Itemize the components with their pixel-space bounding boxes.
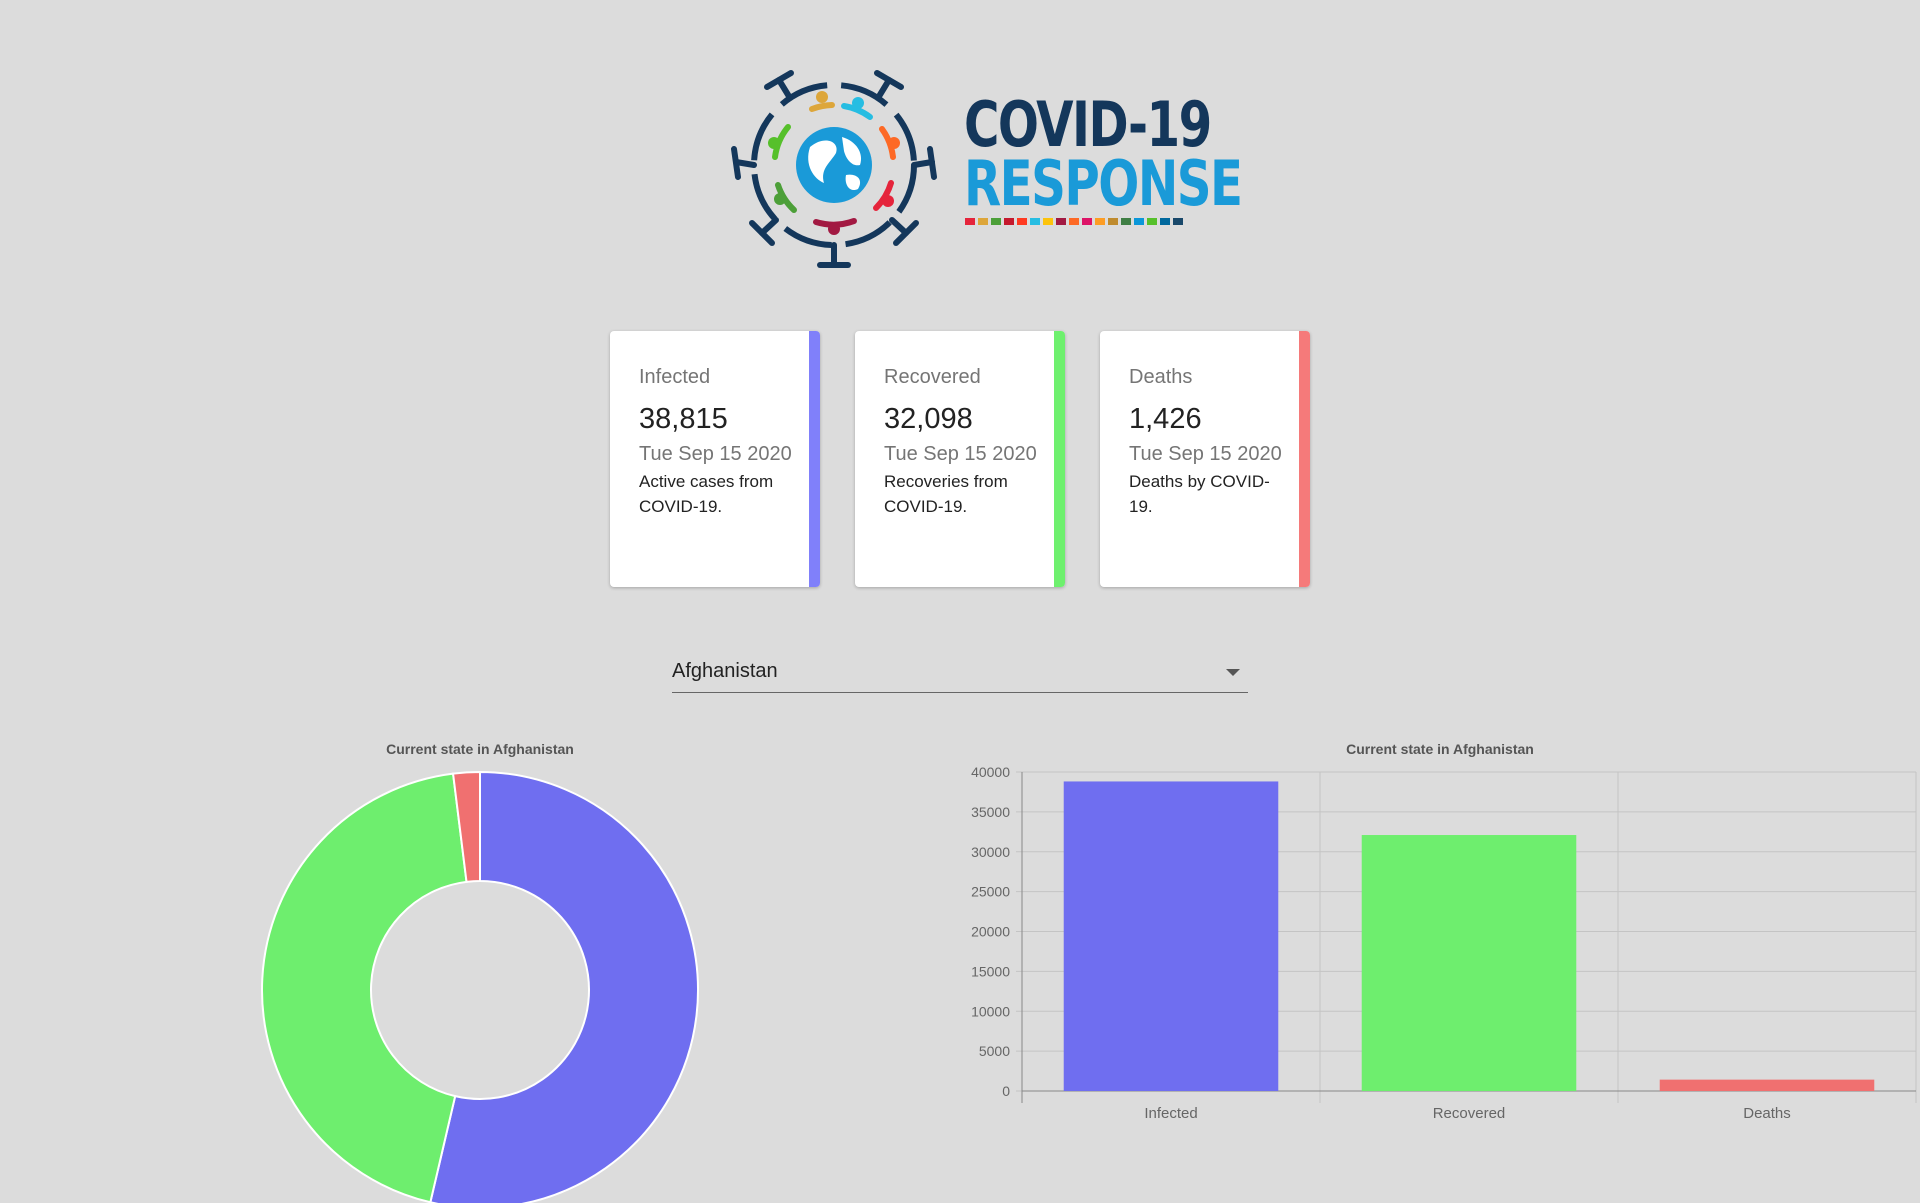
country-select[interactable]: Afghanistan (672, 650, 1248, 693)
y-tick-label: 40000 (971, 764, 1010, 780)
card-value: 1,426 (1129, 401, 1290, 437)
card-label: Infected (639, 363, 800, 391)
y-tick-label: 15000 (971, 963, 1010, 979)
sdg-color-swatch (1160, 218, 1170, 225)
y-tick-label: 35000 (971, 804, 1010, 820)
x-tick-label: Recovered (1433, 1105, 1506, 1122)
card-description: Deaths by COVID-19. (1129, 469, 1290, 519)
recovered-card: Recovered 32,098 Tue Sep 15 2020 Recover… (855, 331, 1065, 587)
sdg-color-strip (965, 218, 1183, 225)
bar-chart-title: Current state in Afghanistan (1290, 741, 1590, 757)
y-tick-label: 20000 (971, 924, 1010, 940)
sdg-color-swatch (1069, 218, 1079, 225)
card-date: Tue Sep 15 2020 (1129, 439, 1290, 469)
sdg-color-swatch (1147, 218, 1157, 225)
sdg-color-swatch (978, 218, 988, 225)
deaths-card: Deaths 1,426 Tue Sep 15 2020 Deaths by C… (1100, 331, 1310, 587)
y-tick-label: 5000 (979, 1043, 1010, 1059)
sdg-color-swatch (1043, 218, 1053, 225)
card-value: 38,815 (639, 401, 800, 437)
country-select-value: Afghanistan (672, 660, 778, 683)
x-tick-label: Deaths (1743, 1105, 1791, 1122)
sdg-color-swatch (1056, 218, 1066, 225)
sdg-color-swatch (965, 218, 975, 225)
recovered-card-stripe (1054, 331, 1065, 587)
sdg-color-swatch (1134, 218, 1144, 225)
y-tick-label: 25000 (971, 884, 1010, 900)
card-date: Tue Sep 15 2020 (639, 439, 800, 469)
sdg-color-swatch (1030, 218, 1040, 225)
sdg-color-swatch (1095, 218, 1105, 225)
card-label: Deaths (1129, 363, 1290, 391)
donut-chart-title: Current state in Afghanistan (330, 741, 630, 757)
donut-slice-recovered[interactable] (262, 774, 467, 1203)
sdg-color-swatch (1004, 218, 1014, 225)
infected-card: Infected 38,815 Tue Sep 15 2020 Active c… (610, 331, 820, 587)
sdg-color-swatch (1173, 218, 1183, 225)
donut-chart (250, 763, 710, 1203)
sdg-color-swatch (1108, 218, 1118, 225)
bar-infected[interactable] (1064, 781, 1279, 1091)
deaths-card-stripe (1299, 331, 1310, 587)
y-tick-label: 30000 (971, 844, 1010, 860)
x-tick-label: Infected (1144, 1105, 1197, 1122)
sdg-color-swatch (1017, 218, 1027, 225)
y-tick-label: 10000 (971, 1003, 1010, 1019)
bar-deaths[interactable] (1660, 1080, 1875, 1091)
sdg-color-swatch (1082, 218, 1092, 225)
infected-card-stripe (809, 331, 820, 587)
logo-title-line2: RESPONSE (964, 147, 1242, 220)
card-value: 32,098 (884, 401, 1045, 437)
card-description: Recoveries from COVID-19. (884, 469, 1045, 519)
y-tick-label: 0 (1002, 1083, 1010, 1099)
card-description: Active cases from COVID-19. (639, 469, 800, 519)
card-date: Tue Sep 15 2020 (884, 439, 1045, 469)
sdg-color-swatch (991, 218, 1001, 225)
sdg-color-swatch (1121, 218, 1131, 225)
bar-chart: 0 5000 10000 15000 20000 25000 30000 35000 40000… (950, 760, 1920, 1140)
bar-recovered[interactable] (1362, 835, 1577, 1091)
dropdown-arrow-icon[interactable] (1226, 669, 1240, 676)
card-label: Recovered (884, 363, 1045, 391)
